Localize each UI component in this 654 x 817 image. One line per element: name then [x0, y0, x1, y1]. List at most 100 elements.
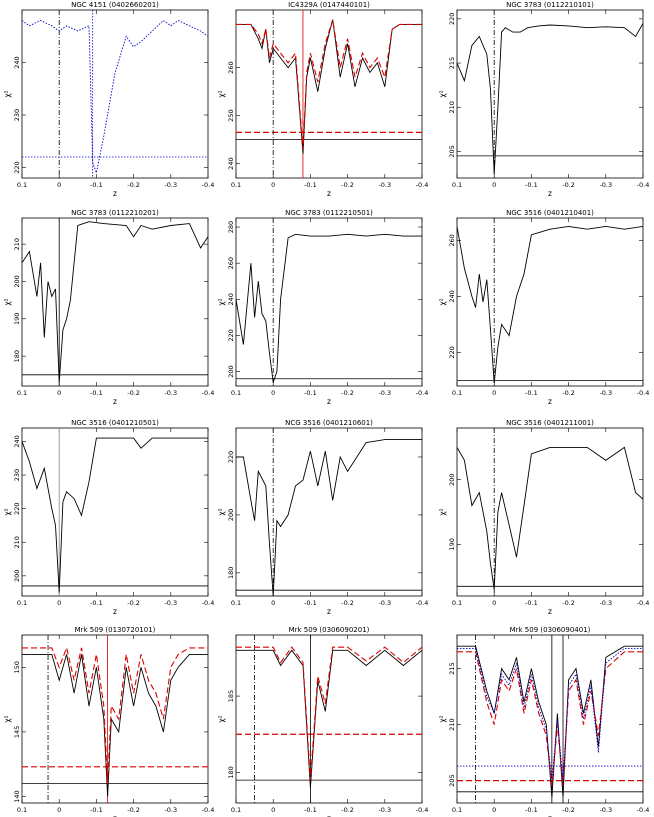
x-axis-label: z	[327, 189, 331, 198]
x-tick-label: -0.2	[341, 599, 354, 607]
x-tick-label: -0.1	[304, 806, 317, 814]
x-tick-label: 0	[57, 599, 61, 607]
plot-frame	[21, 427, 209, 597]
x-tick-label: -0.1	[304, 389, 317, 397]
y-tick-label: 145	[13, 726, 21, 738]
y-tick-label: 220	[448, 13, 456, 25]
x-tick-label: 0	[271, 599, 275, 607]
x-tick-label: -0.3	[164, 806, 177, 814]
chart-title: NGC 3783 (0112210201)	[71, 209, 159, 217]
y-axis-label: χ²	[438, 298, 447, 305]
x-tick-label: -0.4	[416, 806, 429, 814]
y-tick-label: 200	[13, 275, 21, 287]
x-tick-label: -0.4	[202, 806, 215, 814]
x-tick-label: 0.1	[231, 806, 241, 814]
x-tick-label: -0.1	[304, 599, 317, 607]
x-tick-label: -0.2	[562, 389, 575, 397]
x-tick-label: 0.1	[17, 389, 27, 397]
y-tick-label: 220	[448, 346, 456, 358]
x-tick-label: -0.2	[341, 181, 354, 189]
x-tick-label: -0.1	[90, 181, 103, 189]
x-axis-label: z	[327, 397, 331, 406]
x-tick-label: -0.4	[637, 599, 650, 607]
y-axis-label: χ²	[217, 90, 226, 97]
x-tick-label: -0.4	[637, 389, 650, 397]
y-tick-label: 240	[227, 157, 235, 169]
x-tick-label: 0.1	[231, 181, 241, 189]
x-tick-label: -0.2	[562, 181, 575, 189]
chi2-curve-0	[22, 221, 208, 383]
y-axis-label: χ²	[3, 715, 12, 722]
plot-frame	[456, 9, 644, 179]
plot-frame	[235, 427, 423, 597]
x-tick-label: -0.4	[416, 599, 429, 607]
x-tick-label: 0	[271, 181, 275, 189]
x-tick-label: -0.4	[202, 181, 215, 189]
x-tick-label: -0.1	[90, 389, 103, 397]
x-axis-label: z	[327, 607, 331, 616]
plot-frame	[21, 217, 209, 387]
x-tick-label: -0.1	[525, 181, 538, 189]
chi2-curve-0	[457, 225, 643, 384]
x-tick-label: -0.1	[525, 389, 538, 397]
chart-title: IC4329A (0147440101)	[288, 1, 370, 9]
y-axis-label: χ²	[3, 298, 12, 305]
x-tick-label: 0.1	[452, 389, 462, 397]
y-axis-label: χ²	[217, 298, 226, 305]
x-tick-label: 0	[492, 806, 496, 814]
chi2-curve-1	[236, 646, 422, 781]
y-axis-label: χ²	[217, 508, 226, 515]
chi2-curve-0	[236, 439, 422, 596]
chart-panel-2: NGC 3783 (0112210101) 0.1 0 -0.1 -0.2 -0.3 -0.…	[438, 1, 649, 198]
y-tick-label: 230	[13, 109, 21, 121]
y-tick-label: 140	[13, 790, 21, 802]
y-tick-label: 185	[227, 690, 235, 702]
chart-panel-0: NGC 4151 (0402660201) 0.1 0 -0.1 -0.2 -0.3 -0.…	[3, 1, 214, 198]
chi2-curve-0	[22, 653, 208, 797]
x-tick-label: 0	[492, 181, 496, 189]
x-tick-label: 0	[57, 806, 61, 814]
y-tick-label: 215	[448, 57, 456, 69]
x-tick-label: -0.1	[90, 806, 103, 814]
x-tick-label: 0	[492, 599, 496, 607]
x-tick-label: -0.3	[164, 389, 177, 397]
plot-frame	[235, 9, 423, 179]
x-tick-label: -0.4	[637, 806, 650, 814]
chart-panel-4: NGC 3783 (0112210501) 0.1 0 -0.1 -0.2 -0.3 -0.…	[217, 209, 428, 406]
y-tick-label: 250	[227, 109, 235, 121]
y-tick-label: 205	[448, 145, 456, 157]
y-tick-label: 260	[448, 234, 456, 246]
y-tick-label: 215	[448, 662, 456, 674]
x-axis-label: z	[113, 397, 117, 406]
x-tick-label: -0.3	[164, 181, 177, 189]
x-tick-label: -0.2	[127, 181, 140, 189]
plot-frame	[21, 9, 209, 179]
chart-panel-11: Mrk 509 (0306090401) 0.1 0 -0.1 -0.2 -0.3 -0.4…	[438, 626, 649, 817]
y-tick-label: 220	[13, 502, 21, 514]
y-tick-label: 200	[13, 570, 21, 582]
y-tick-label: 200	[227, 365, 235, 377]
x-tick-label: 0.1	[17, 181, 27, 189]
chart-title: Mrk 509 (0306090401)	[510, 626, 591, 634]
y-tick-label: 190	[13, 313, 21, 325]
x-tick-label: 0	[492, 389, 496, 397]
y-tick-label: 205	[448, 774, 456, 786]
y-axis-label: χ²	[217, 715, 226, 722]
chart-title: Mrk 509 (0306090201)	[289, 626, 370, 634]
chart-panel-3: NGC 3783 (0112210201) 0.1 0 -0.1 -0.2 -0.3 -0.…	[3, 209, 214, 406]
plot-frame	[456, 634, 644, 804]
y-axis-label: χ²	[438, 90, 447, 97]
y-tick-label: 240	[227, 293, 235, 305]
x-axis-label: z	[327, 814, 331, 817]
y-tick-label: 180	[227, 766, 235, 778]
x-tick-label: 0.1	[231, 599, 241, 607]
chart-panel-10: Mrk 509 (0306090201) 0.1 0 -0.1 -0.2 -0.3 -0.4…	[217, 626, 428, 817]
x-tick-label: -0.3	[378, 599, 391, 607]
x-axis-label: z	[548, 607, 552, 616]
y-tick-label: 210	[13, 536, 21, 548]
chart-panel-1: IC4329A (0147440101) 0.1 0 -0.1 -0.2 -0.3 -0.4…	[217, 1, 428, 198]
x-tick-label: -0.3	[378, 181, 391, 189]
y-axis-label: χ²	[438, 508, 447, 515]
x-tick-label: -0.1	[525, 806, 538, 814]
x-tick-label: -0.2	[127, 389, 140, 397]
